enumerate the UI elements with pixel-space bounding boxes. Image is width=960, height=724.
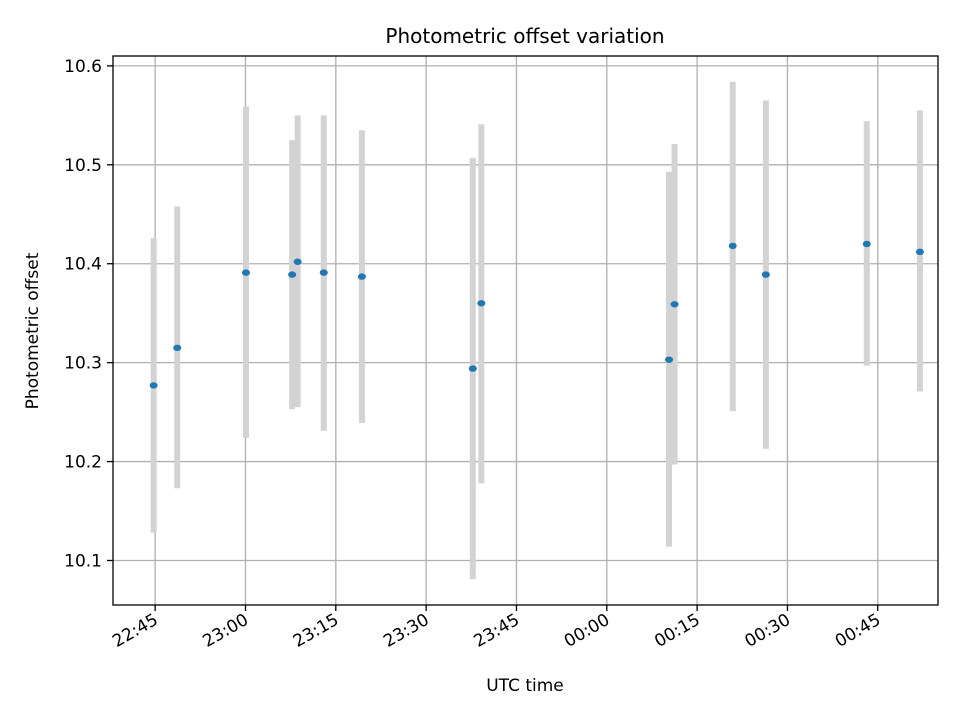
y-tick-label: 10.3 — [64, 354, 102, 374]
y-axis-label: Photometric offset — [23, 252, 43, 409]
data-point — [477, 300, 486, 307]
data-point — [173, 344, 182, 352]
plot-frame — [112, 55, 939, 606]
data-point — [862, 240, 871, 248]
data-point — [665, 356, 674, 363]
y-tick-label: 10.2 — [64, 453, 102, 473]
data-point — [357, 273, 366, 280]
x-axis-label: UTC time — [486, 676, 564, 696]
data-point — [241, 269, 250, 276]
y-tick-label: 10.5 — [64, 156, 102, 176]
data-point — [468, 365, 477, 372]
y-tick-label: 10.6 — [64, 57, 102, 77]
data-point — [915, 248, 924, 256]
data-point-layer — [149, 240, 924, 389]
data-point — [319, 269, 328, 276]
data-point — [293, 258, 302, 265]
y-tick-label: 10.4 — [64, 255, 102, 275]
data-point — [761, 271, 770, 278]
data-point — [728, 242, 737, 250]
grid-layer — [113, 56, 938, 605]
data-point — [288, 271, 297, 278]
y-tick-label: 10.1 — [64, 551, 102, 571]
data-point — [149, 382, 158, 389]
chart-title: Photometric offset variation — [385, 24, 664, 48]
data-point — [670, 301, 679, 308]
